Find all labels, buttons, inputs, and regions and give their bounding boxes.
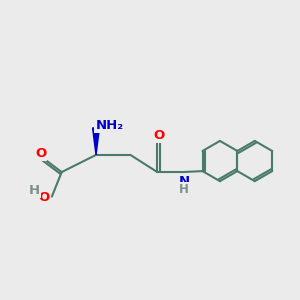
- Text: NH₂: NH₂: [95, 119, 124, 132]
- Text: O: O: [153, 129, 164, 142]
- Text: O: O: [39, 191, 50, 204]
- Polygon shape: [93, 128, 100, 155]
- Text: O: O: [35, 147, 46, 160]
- Text: H: H: [29, 184, 40, 197]
- Text: N: N: [178, 175, 189, 188]
- Text: H: H: [179, 183, 189, 196]
